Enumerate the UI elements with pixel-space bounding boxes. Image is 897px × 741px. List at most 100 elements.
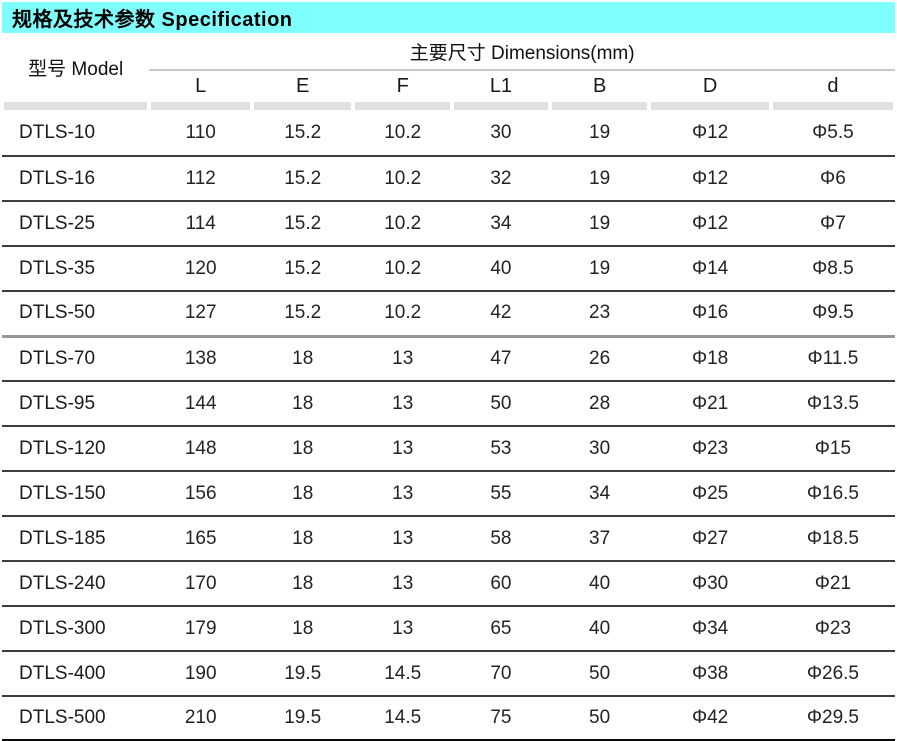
value-cell-E: 19.5	[252, 651, 354, 697]
value-cell-D: Φ25	[649, 471, 771, 517]
value-cell-L: 190	[149, 651, 253, 697]
value-cell-F: 13	[353, 426, 453, 472]
value-cell-F: 10.2	[353, 201, 453, 247]
header-underline-band	[649, 101, 770, 111]
value-cell-D: Φ38	[649, 651, 771, 697]
table-row: DTLS-25 114 15.2 10.2 34 19 Φ12 Φ7	[2, 201, 895, 247]
value-cell-L1: 34	[452, 201, 550, 247]
value-cell-B: 19	[549, 111, 650, 157]
value-cell-L1: 70	[452, 651, 550, 697]
table-row: DTLS-16 112 15.2 10.2 32 19 Φ12 Φ6	[2, 156, 895, 202]
value-cell-B: 34	[549, 471, 650, 517]
table-row: DTLS-500 210 19.5 14.5 75 50 Φ42 Φ29.5	[2, 696, 895, 741]
value-cell-E: 18	[252, 336, 354, 382]
header-underline-band	[452, 101, 550, 111]
value-cell-E: 18	[252, 426, 354, 472]
value-cell-L1: 50	[452, 381, 550, 427]
value-cell-D: Φ16	[649, 291, 771, 338]
header-underline-band	[771, 101, 895, 111]
value-cell-d: Φ13.5	[770, 381, 895, 427]
model-cell: DTLS-70	[2, 336, 150, 382]
value-cell-D: Φ12	[649, 111, 771, 157]
value-cell-F: 10.2	[353, 246, 453, 292]
value-cell-d: Φ5.5	[770, 111, 895, 157]
value-cell-d: Φ18.5	[770, 516, 895, 562]
value-cell-F: 10.2	[353, 156, 453, 202]
table-row: DTLS-400 190 19.5 14.5 70 50 Φ38 Φ26.5	[2, 651, 895, 697]
value-cell-E: 19.5	[252, 696, 354, 741]
column-header-D: D	[702, 74, 718, 97]
table-row: DTLS-185 165 18 13 58 37 Φ27 Φ18.5	[2, 516, 895, 562]
header-underline-band	[149, 101, 252, 111]
model-cell: DTLS-25	[2, 201, 150, 247]
table-row: DTLS-240 170 18 13 60 40 Φ30 Φ21	[2, 561, 895, 607]
value-cell-E: 18	[252, 606, 354, 652]
value-cell-L1: 40	[452, 246, 550, 292]
value-cell-D: Φ42	[649, 696, 771, 741]
section-title: 规格及技术参数 Specification	[12, 9, 293, 31]
value-cell-F: 13	[353, 606, 453, 652]
value-cell-L: 144	[149, 381, 253, 427]
header-group-row: 型号 Model 主要尺寸 Dimensions(mm)	[2, 33, 895, 80]
value-cell-B: 28	[549, 381, 650, 427]
value-cell-L: 138	[149, 336, 253, 382]
column-header-F: F	[396, 74, 409, 97]
model-cell: DTLS-185	[2, 516, 150, 562]
value-cell-D: Φ30	[649, 561, 771, 607]
value-cell-F: 13	[353, 381, 453, 427]
value-cell-E: 15.2	[252, 111, 354, 157]
value-cell-E: 18	[252, 471, 354, 517]
value-cell-D: Φ12	[649, 201, 771, 247]
table-row: DTLS-70 138 18 13 47 26 Φ18 Φ11.5	[2, 336, 895, 382]
value-cell-L: 170	[149, 561, 253, 607]
value-cell-L1: 32	[452, 156, 550, 202]
value-cell-B: 40	[549, 561, 650, 607]
model-cell: DTLS-10	[2, 111, 150, 157]
column-header-L1: L1	[489, 74, 513, 97]
value-cell-F: 13	[353, 516, 453, 562]
value-cell-B: 23	[549, 291, 650, 338]
value-cell-B: 19	[549, 156, 650, 202]
value-cell-d: Φ7	[770, 201, 895, 247]
header-underline-band	[353, 101, 452, 111]
header-letters-row: L E F L1 B D d	[2, 70, 895, 101]
value-cell-E: 15.2	[252, 291, 354, 338]
column-header-L: L	[195, 74, 207, 97]
value-cell-F: 13	[353, 561, 453, 607]
value-cell-B: 50	[549, 696, 650, 741]
table-row: DTLS-50 127 15.2 10.2 42 23 Φ16 Φ9.5	[2, 291, 895, 338]
value-cell-d: Φ8.5	[770, 246, 895, 292]
model-cell: DTLS-50	[2, 291, 150, 338]
value-cell-F: 14.5	[353, 651, 453, 697]
model-cell: DTLS-120	[2, 426, 150, 472]
value-cell-L1: 53	[452, 426, 550, 472]
value-cell-d: Φ29.5	[770, 696, 895, 741]
value-cell-B: 19	[549, 201, 650, 247]
model-cell: DTLS-300	[2, 606, 150, 652]
value-cell-L: 110	[149, 111, 253, 157]
value-cell-D: Φ34	[649, 606, 771, 652]
value-cell-F: 13	[353, 336, 453, 382]
value-cell-L1: 75	[452, 696, 550, 741]
value-cell-d: Φ21	[770, 561, 895, 607]
value-cell-E: 18	[252, 381, 354, 427]
header-underline-band-row	[2, 101, 895, 111]
table-row: DTLS-95 144 18 13 50 28 Φ21 Φ13.5	[2, 381, 895, 427]
column-header-d: d	[827, 74, 839, 97]
value-cell-B: 40	[549, 606, 650, 652]
value-cell-L1: 55	[452, 471, 550, 517]
model-cell: DTLS-500	[2, 696, 150, 741]
value-cell-d: Φ6	[770, 156, 895, 202]
value-cell-B: 50	[549, 651, 650, 697]
value-cell-E: 18	[252, 516, 354, 562]
column-group-header-dimensions: 主要尺寸 Dimensions(mm)	[149, 33, 895, 71]
value-cell-E: 18	[252, 561, 354, 607]
value-cell-D: Φ21	[649, 381, 771, 427]
value-cell-L1: 47	[452, 336, 550, 382]
value-cell-E: 15.2	[252, 156, 354, 202]
value-cell-E: 15.2	[252, 246, 354, 292]
value-cell-D: Φ23	[649, 426, 771, 472]
model-cell: DTLS-35	[2, 246, 150, 292]
table-row: DTLS-300 179 18 13 65 40 Φ34 Φ23	[2, 606, 895, 652]
value-cell-d: Φ26.5	[770, 651, 895, 697]
